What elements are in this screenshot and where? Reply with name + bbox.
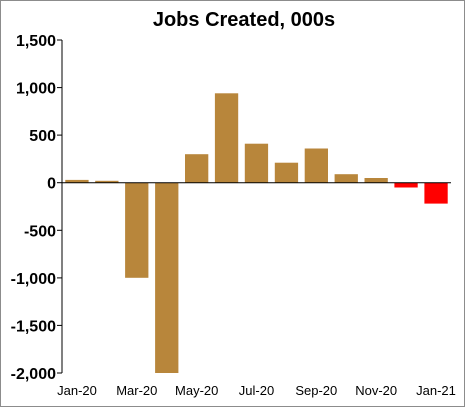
bar-jan-21 bbox=[424, 182, 448, 204]
bar-apr-20 bbox=[155, 182, 179, 373]
y-tick-label: 1,000 bbox=[16, 81, 56, 98]
bar-dec-20 bbox=[394, 182, 418, 188]
y-tick-label: -1,500 bbox=[11, 318, 56, 335]
bars-group bbox=[65, 93, 448, 373]
y-tick-label: -500 bbox=[24, 223, 56, 240]
bar-jan-20 bbox=[65, 179, 89, 183]
x-axis-tick-labels: Jan-20 Mar-20 May-20 Jul-20 Sep-20 Nov-20 Jan-… bbox=[57, 383, 456, 398]
bar-sep-20 bbox=[304, 148, 328, 183]
x-tick-label: Jan-20 bbox=[57, 383, 97, 398]
x-tick-label: Mar-20 bbox=[116, 383, 157, 398]
y-tick-label: 0 bbox=[47, 176, 56, 193]
y-tick-label: -1,000 bbox=[11, 271, 56, 288]
y-tick-label: 1,500 bbox=[16, 33, 56, 50]
bar-mar-20 bbox=[125, 182, 149, 278]
y-axis-tick-labels: 1,500 1,000 500 0 -500 -1,000 -1,500 -2,000 bbox=[11, 33, 56, 383]
x-tick-label: May-20 bbox=[175, 383, 218, 398]
x-tick-label: Nov-20 bbox=[355, 383, 397, 398]
x-tick-label: Sep-20 bbox=[295, 383, 337, 398]
axes-group bbox=[57, 39, 451, 374]
bar-nov-20 bbox=[364, 178, 388, 183]
y-tick-label: -2,000 bbox=[11, 366, 56, 383]
x-tick-label: Jan-21 bbox=[416, 383, 456, 398]
bar-feb-20 bbox=[95, 180, 119, 183]
bar-oct-20 bbox=[334, 174, 358, 183]
bar-may-20 bbox=[185, 154, 209, 183]
y-tick-label: 500 bbox=[29, 128, 56, 145]
bar-aug-20 bbox=[274, 162, 299, 183]
x-tick-label: Jul-20 bbox=[239, 383, 274, 398]
chart-title: Jobs Created, 000s bbox=[153, 9, 335, 31]
bar-jul-20 bbox=[244, 143, 269, 183]
bar-jun-20 bbox=[214, 93, 239, 183]
